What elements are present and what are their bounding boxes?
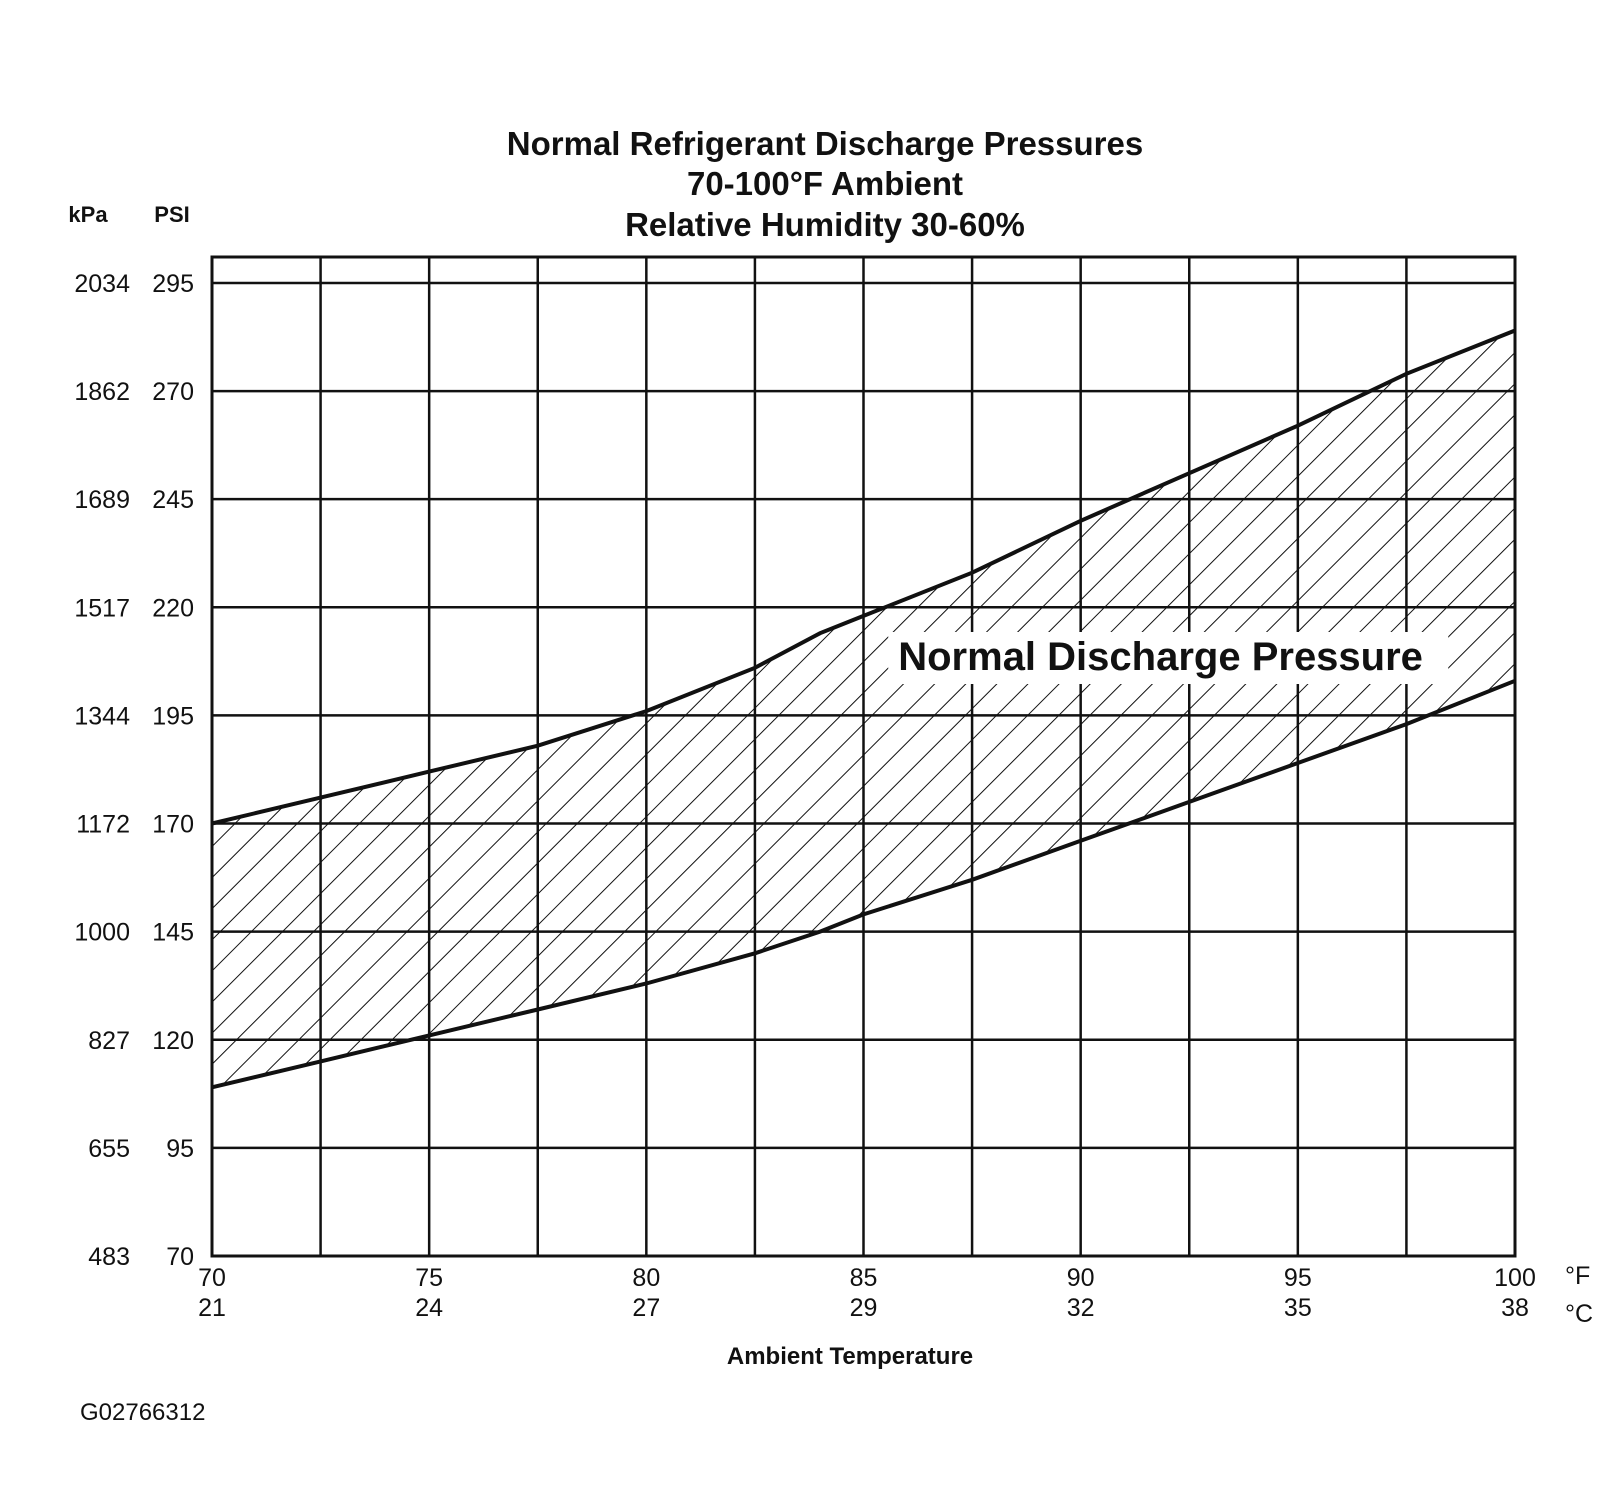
y-tick-label-psi: 120 bbox=[152, 1027, 194, 1055]
y-tick-label-psi: 295 bbox=[152, 270, 194, 298]
lower-limit-line bbox=[211, 678, 1516, 1090]
title-line-3: Relative Humidity 30-60% bbox=[625, 206, 1025, 243]
band-label: Normal Discharge Pressure bbox=[898, 635, 1423, 679]
y-tick-label-psi: 95 bbox=[166, 1135, 194, 1163]
y-tick-label-psi: 145 bbox=[152, 919, 194, 947]
y-tick-label-kpa: 655 bbox=[88, 1135, 130, 1163]
y-tick-label-psi: 70 bbox=[166, 1243, 194, 1271]
x-tick-label-f: 75 bbox=[415, 1264, 443, 1292]
x-tick-label-c: 21 bbox=[198, 1294, 226, 1322]
y-tick-label-kpa: 1862 bbox=[74, 378, 130, 406]
y-tick-label-kpa: 1172 bbox=[76, 811, 130, 839]
x-tick-label-f: 70 bbox=[198, 1264, 226, 1292]
y-tick-label-kpa: 1517 bbox=[74, 594, 130, 622]
x-tick-label-c: 38 bbox=[1501, 1294, 1529, 1322]
x-tick-label-c: 32 bbox=[1067, 1294, 1095, 1322]
x-tick-label-f: 90 bbox=[1067, 1264, 1095, 1292]
plot-frame bbox=[210, 255, 1517, 1258]
y-tick-label-kpa: 1000 bbox=[74, 919, 130, 947]
y-tick-label-kpa: 827 bbox=[88, 1027, 130, 1055]
fahrenheit-unit-label: °F bbox=[1565, 1262, 1590, 1290]
title-line-1: Normal Refrigerant Discharge Pressures bbox=[507, 125, 1143, 162]
y-axis-ticks: 2034 295 1862 270 1689 245 1517 220 1344 195 1172 1… bbox=[74, 270, 194, 1271]
celsius-unit-label: °C bbox=[1565, 1300, 1593, 1328]
x-tick-label-c: 24 bbox=[415, 1294, 443, 1322]
kpa-unit-label: kPa bbox=[68, 202, 108, 227]
y-tick-label-psi: 195 bbox=[152, 702, 194, 730]
x-tick-label-f: 80 bbox=[632, 1264, 660, 1292]
band-label-background bbox=[888, 632, 1449, 685]
chart-title: Normal Refrigerant Discharge Pressures 7… bbox=[507, 125, 1143, 243]
x-tick-label-f: 95 bbox=[1284, 1264, 1312, 1292]
x-tick-label-c: 35 bbox=[1284, 1294, 1312, 1322]
x-axis-title: Ambient Temperature bbox=[727, 1343, 973, 1370]
x-tick-label-f: 100 bbox=[1494, 1264, 1536, 1292]
upper-limit-line bbox=[211, 328, 1516, 826]
x-tick-label-f: 85 bbox=[850, 1264, 878, 1292]
psi-unit-label: PSI bbox=[154, 202, 189, 227]
y-tick-label-kpa: 1689 bbox=[74, 486, 130, 514]
y-tick-label-psi: 220 bbox=[152, 594, 194, 622]
figure-id: G02766312 bbox=[80, 1399, 205, 1426]
y-tick-label-kpa: 483 bbox=[88, 1243, 130, 1271]
title-line-2: 70-100°F Ambient bbox=[687, 165, 963, 202]
y-tick-label-psi: 245 bbox=[152, 486, 194, 514]
y-tick-label-psi: 170 bbox=[152, 811, 194, 839]
x-tick-label-c: 29 bbox=[850, 1294, 878, 1322]
y-tick-label-psi: 270 bbox=[152, 378, 194, 406]
x-tick-label-c: 27 bbox=[632, 1294, 660, 1322]
y-tick-label-kpa: 1344 bbox=[74, 702, 130, 730]
y-tick-label-kpa: 2034 bbox=[74, 270, 130, 298]
